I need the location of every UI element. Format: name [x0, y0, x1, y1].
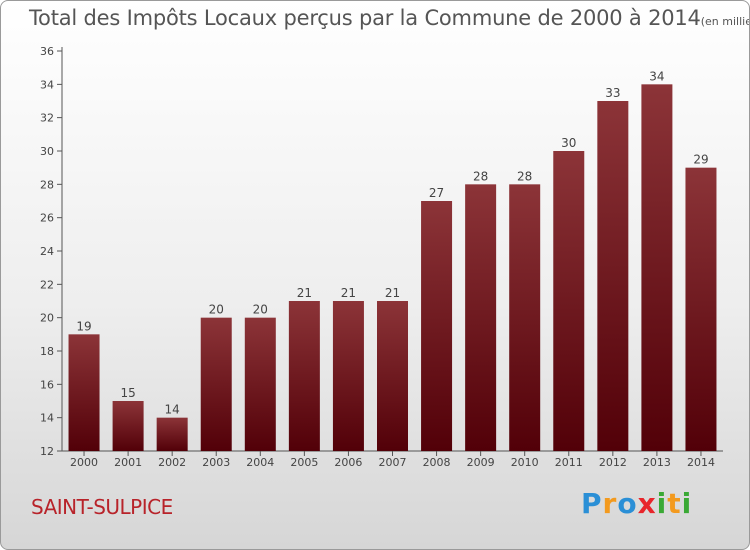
bar: [553, 151, 585, 451]
bar: [156, 417, 188, 451]
title-text: Total des Impôts Locaux perçus par la Co…: [29, 6, 701, 30]
commune-name: SAINT-SULPICE: [31, 495, 173, 519]
logo-letter: x: [637, 487, 657, 520]
bar: [509, 184, 541, 452]
logo-letter: o: [617, 487, 638, 520]
x-tick-label: 2010: [511, 456, 539, 469]
y-tick-label: 30: [40, 145, 54, 158]
logo-letter: i: [681, 487, 693, 520]
proxiti-logo: Proxiti: [581, 487, 692, 520]
y-tick-label: 22: [40, 278, 54, 291]
y-tick-label: 12: [40, 445, 54, 458]
bar: [112, 401, 144, 451]
x-tick-label: 2012: [599, 456, 627, 469]
bar: [641, 84, 673, 451]
x-tick-label: 2013: [643, 456, 671, 469]
data-label: 20: [253, 303, 268, 317]
x-tick-label: 2004: [246, 456, 274, 469]
data-label: 30: [561, 136, 576, 150]
logo-letter: t: [667, 487, 682, 520]
data-label: 28: [473, 169, 488, 183]
y-tick-label: 28: [40, 178, 54, 191]
bar: [244, 317, 276, 451]
y-tick-label: 32: [40, 112, 54, 125]
x-tick-label: 2009: [467, 456, 495, 469]
data-label: 28: [517, 169, 532, 183]
y-tick-label: 20: [40, 312, 54, 325]
x-tick-label: 2006: [334, 456, 362, 469]
x-tick-label: 2000: [70, 456, 98, 469]
x-tick-label: 2001: [114, 456, 142, 469]
data-label: 15: [120, 386, 135, 400]
x-tick-label: 2008: [423, 456, 451, 469]
data-label: 14: [165, 403, 180, 417]
y-tick-label: 14: [40, 412, 54, 425]
logo-letter: r: [602, 487, 618, 520]
bar: [288, 301, 320, 451]
x-tick-label: 2014: [687, 456, 715, 469]
x-tick-label: 2011: [555, 456, 583, 469]
bar: [465, 184, 497, 452]
data-label: 29: [693, 153, 708, 167]
y-tick-label: 24: [40, 245, 54, 258]
logo-letter: P: [581, 487, 603, 520]
x-tick-label: 2002: [158, 456, 186, 469]
data-label: 33: [605, 86, 620, 100]
bar: [200, 317, 232, 451]
bar: [597, 101, 629, 451]
y-tick-label: 36: [40, 45, 54, 58]
unit-label: (en milliers d'€): [700, 15, 749, 28]
bar: [332, 301, 364, 451]
x-tick-label: 2003: [202, 456, 230, 469]
data-label: 20: [209, 303, 224, 317]
bar: [685, 167, 717, 451]
data-label: 27: [429, 186, 444, 200]
data-label: 19: [76, 319, 91, 333]
data-label: 21: [385, 286, 400, 300]
y-tick-label: 26: [40, 212, 54, 225]
data-label: 21: [297, 286, 312, 300]
bar: [68, 334, 100, 451]
x-tick-label: 2005: [290, 456, 318, 469]
data-label: 34: [649, 69, 664, 83]
data-label: 21: [341, 286, 356, 300]
logo-letter: i: [656, 487, 668, 520]
y-tick-label: 18: [40, 345, 54, 358]
bar: [377, 301, 408, 451]
y-tick-label: 34: [40, 78, 54, 91]
chart-title: Total des Impôts Locaux perçus par la Co…: [29, 6, 749, 30]
x-tick-label: 2007: [379, 456, 407, 469]
bar: [421, 201, 453, 451]
y-tick-label: 16: [40, 378, 54, 391]
